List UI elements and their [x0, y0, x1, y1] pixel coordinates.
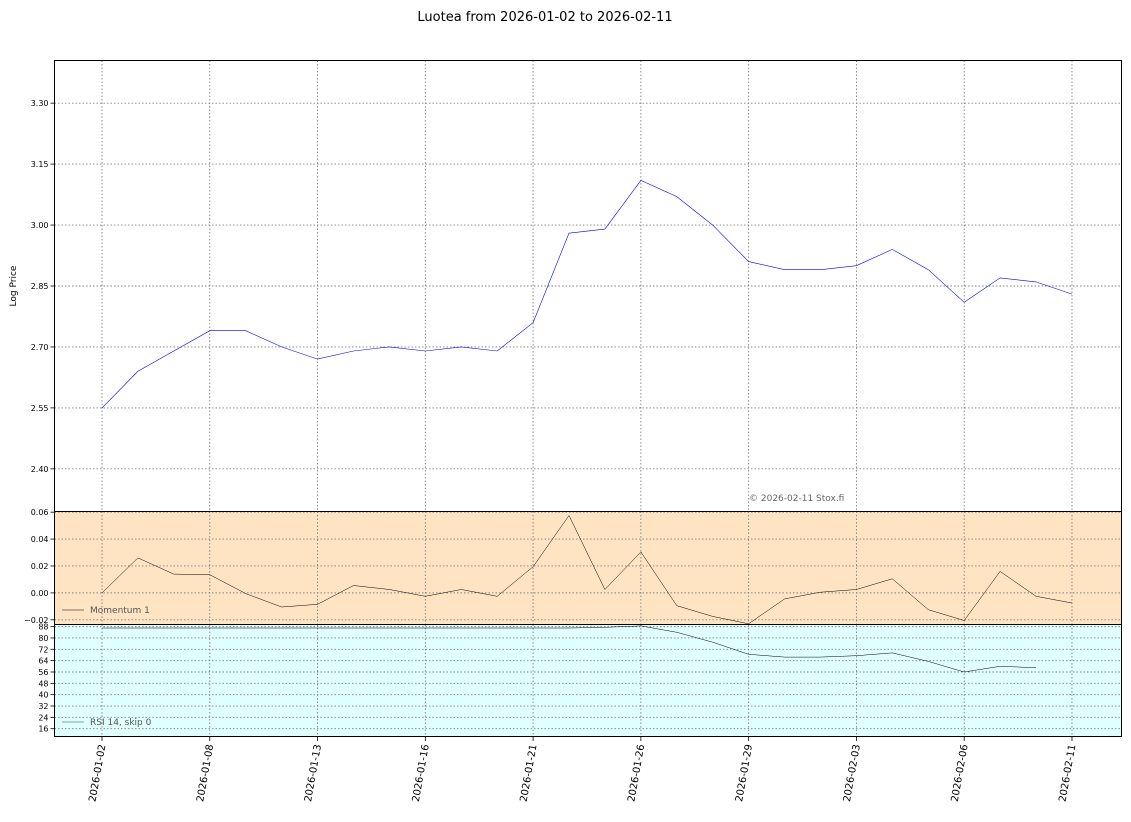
- momentum-ytick-label: 0.04: [31, 535, 49, 544]
- rsi-frame: [54, 624, 1122, 737]
- momentum-background: [54, 511, 1122, 625]
- momentum-ytick-label: 0.00: [31, 589, 49, 598]
- price-ytick-label: 2.85: [31, 282, 49, 291]
- x-tick-label: 2026-01-21: [519, 744, 540, 803]
- rsi-ytick-label: 80: [38, 634, 48, 643]
- rsi-ytick-label: 56: [38, 668, 48, 677]
- copyright-text: © 2026-02-11 Stox.fi: [749, 494, 844, 504]
- rsi-legend-label: RSI 14, skip 0: [90, 718, 152, 728]
- price-ytick-label: 3.30: [31, 99, 49, 108]
- x-tick-label: 2026-02-06: [950, 744, 971, 803]
- price-ytick-label: 2.55: [31, 404, 49, 413]
- rsi-ytick-label: 24: [38, 713, 48, 722]
- x-tick-label: 2026-02-11: [1058, 744, 1079, 803]
- x-tick-label: 2026-01-16: [411, 744, 432, 803]
- price-grid: [54, 60, 1122, 512]
- x-tick-label: 2026-01-13: [303, 744, 324, 803]
- price-line: [101, 180, 1073, 409]
- price-ytick-label: 3.15: [31, 160, 49, 169]
- rsi-ytick-label: 88: [38, 623, 48, 632]
- rsi-line: [102, 625, 1037, 673]
- x-tick-label: 2026-01-02: [88, 744, 109, 803]
- x-tick-label: 2026-01-08: [195, 744, 216, 803]
- price-yticks: 3.30 3.15 3.00 2.85 2.70 2.55 2.40: [31, 99, 55, 474]
- momentum-panel: 0.06 0.04 0.02 0.00 −0.02 Momentum 1: [24, 508, 1122, 625]
- price-ytick-label: 2.70: [31, 343, 49, 352]
- rsi-grid: [54, 624, 1122, 737]
- price-ytick-label: 3.00: [31, 221, 49, 230]
- price-panel: 3.30 3.15 3.00 2.85 2.70 2.55 2.40 Log Price ©…: [9, 60, 1122, 512]
- x-tick-label: 2026-01-29: [734, 744, 755, 803]
- x-tick-label: 2026-02-03: [842, 744, 863, 803]
- momentum-ytick-label: 0.06: [31, 508, 49, 517]
- rsi-ytick-label: 16: [38, 725, 48, 734]
- momentum-yticks: 0.06 0.04 0.02 0.00 −0.02: [24, 508, 55, 625]
- rsi-ytick-label: 32: [38, 702, 48, 711]
- x-tick-label: 2026-01-26: [626, 744, 647, 803]
- price-ylabel: Log Price: [9, 265, 19, 306]
- momentum-line: [101, 515, 1073, 625]
- rsi-background: [54, 624, 1122, 737]
- rsi-ytick-label: 48: [38, 679, 48, 688]
- momentum-legend-label: Momentum 1: [90, 606, 150, 616]
- rsi-ytick-label: 40: [38, 691, 48, 700]
- rsi-panel: 88 80 72 64 56 48 40 32 24 16 RSI 14, skip 0: [38, 623, 1122, 737]
- x-axis: 2026-01-02 2026-01-08 2026-01-13 2026-01-16…: [88, 736, 1079, 803]
- rsi-ytick-label: 72: [38, 645, 48, 654]
- rsi-ytick-label: 64: [38, 657, 48, 666]
- momentum-ytick-label: 0.02: [31, 562, 49, 571]
- momentum-ytick-label: −0.02: [24, 616, 49, 625]
- rsi-yticks: 88 80 72 64 56 48 40 32 24 16: [38, 623, 55, 734]
- chart-title: Luotea from 2026-01-02 to 2026-02-11: [417, 10, 672, 25]
- price-ytick-label: 2.40: [31, 465, 49, 474]
- momentum-grid: [54, 511, 1122, 625]
